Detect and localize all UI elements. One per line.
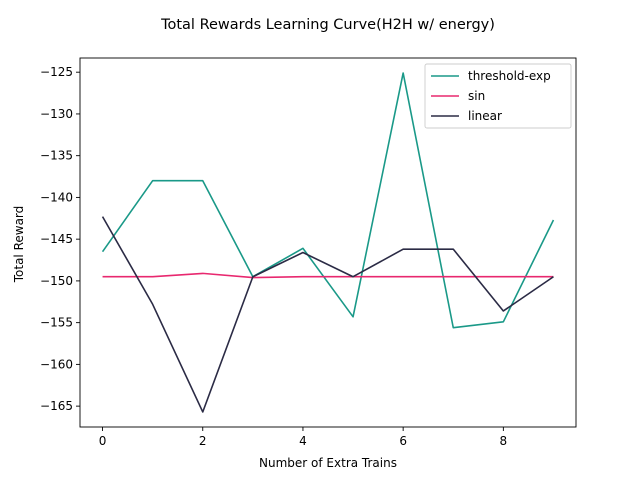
series-line-threshold-exp — [101, 72, 555, 329]
chart-title: Total Rewards Learning Curve(H2H w/ ener… — [160, 17, 495, 33]
series-line-linear — [101, 216, 554, 413]
x-axis-label: Number of Extra Trains — [259, 456, 397, 470]
y-axis-label: Total Reward — [12, 206, 26, 284]
axes-ticks: 0 2 4 6 8 −125 −130 −135 −140 −145 −150 −155 −160 −16… — [40, 65, 507, 448]
y-tick-label: −150 — [40, 274, 73, 288]
y-tick-label: −155 — [40, 316, 73, 330]
legend-label-sin: sin — [468, 89, 485, 103]
axes-frame — [79, 57, 577, 428]
series-line-sin — [102, 272, 554, 279]
x-tick-label: 8 — [500, 434, 508, 448]
y-tick-label: −130 — [40, 107, 73, 121]
y-tick-label: −140 — [40, 190, 73, 204]
legend-label-linear: linear — [468, 109, 502, 123]
y-tick-label: −160 — [40, 357, 73, 371]
x-tick-label: 0 — [99, 434, 107, 448]
plot-area — [79, 57, 577, 428]
x-tick-label: 4 — [299, 434, 307, 448]
y-tick-label: −125 — [40, 65, 73, 79]
y-tick-label: −145 — [40, 232, 73, 246]
y-tick-label: −135 — [40, 149, 73, 163]
legend-box — [424, 63, 572, 129]
x-tick-label: 6 — [399, 434, 407, 448]
x-tick-label: 2 — [199, 434, 207, 448]
legend: threshold-exp sin linear — [424, 63, 572, 129]
legend-label-threshold-exp: threshold-exp — [468, 69, 551, 83]
y-tick-label: −165 — [40, 399, 73, 413]
